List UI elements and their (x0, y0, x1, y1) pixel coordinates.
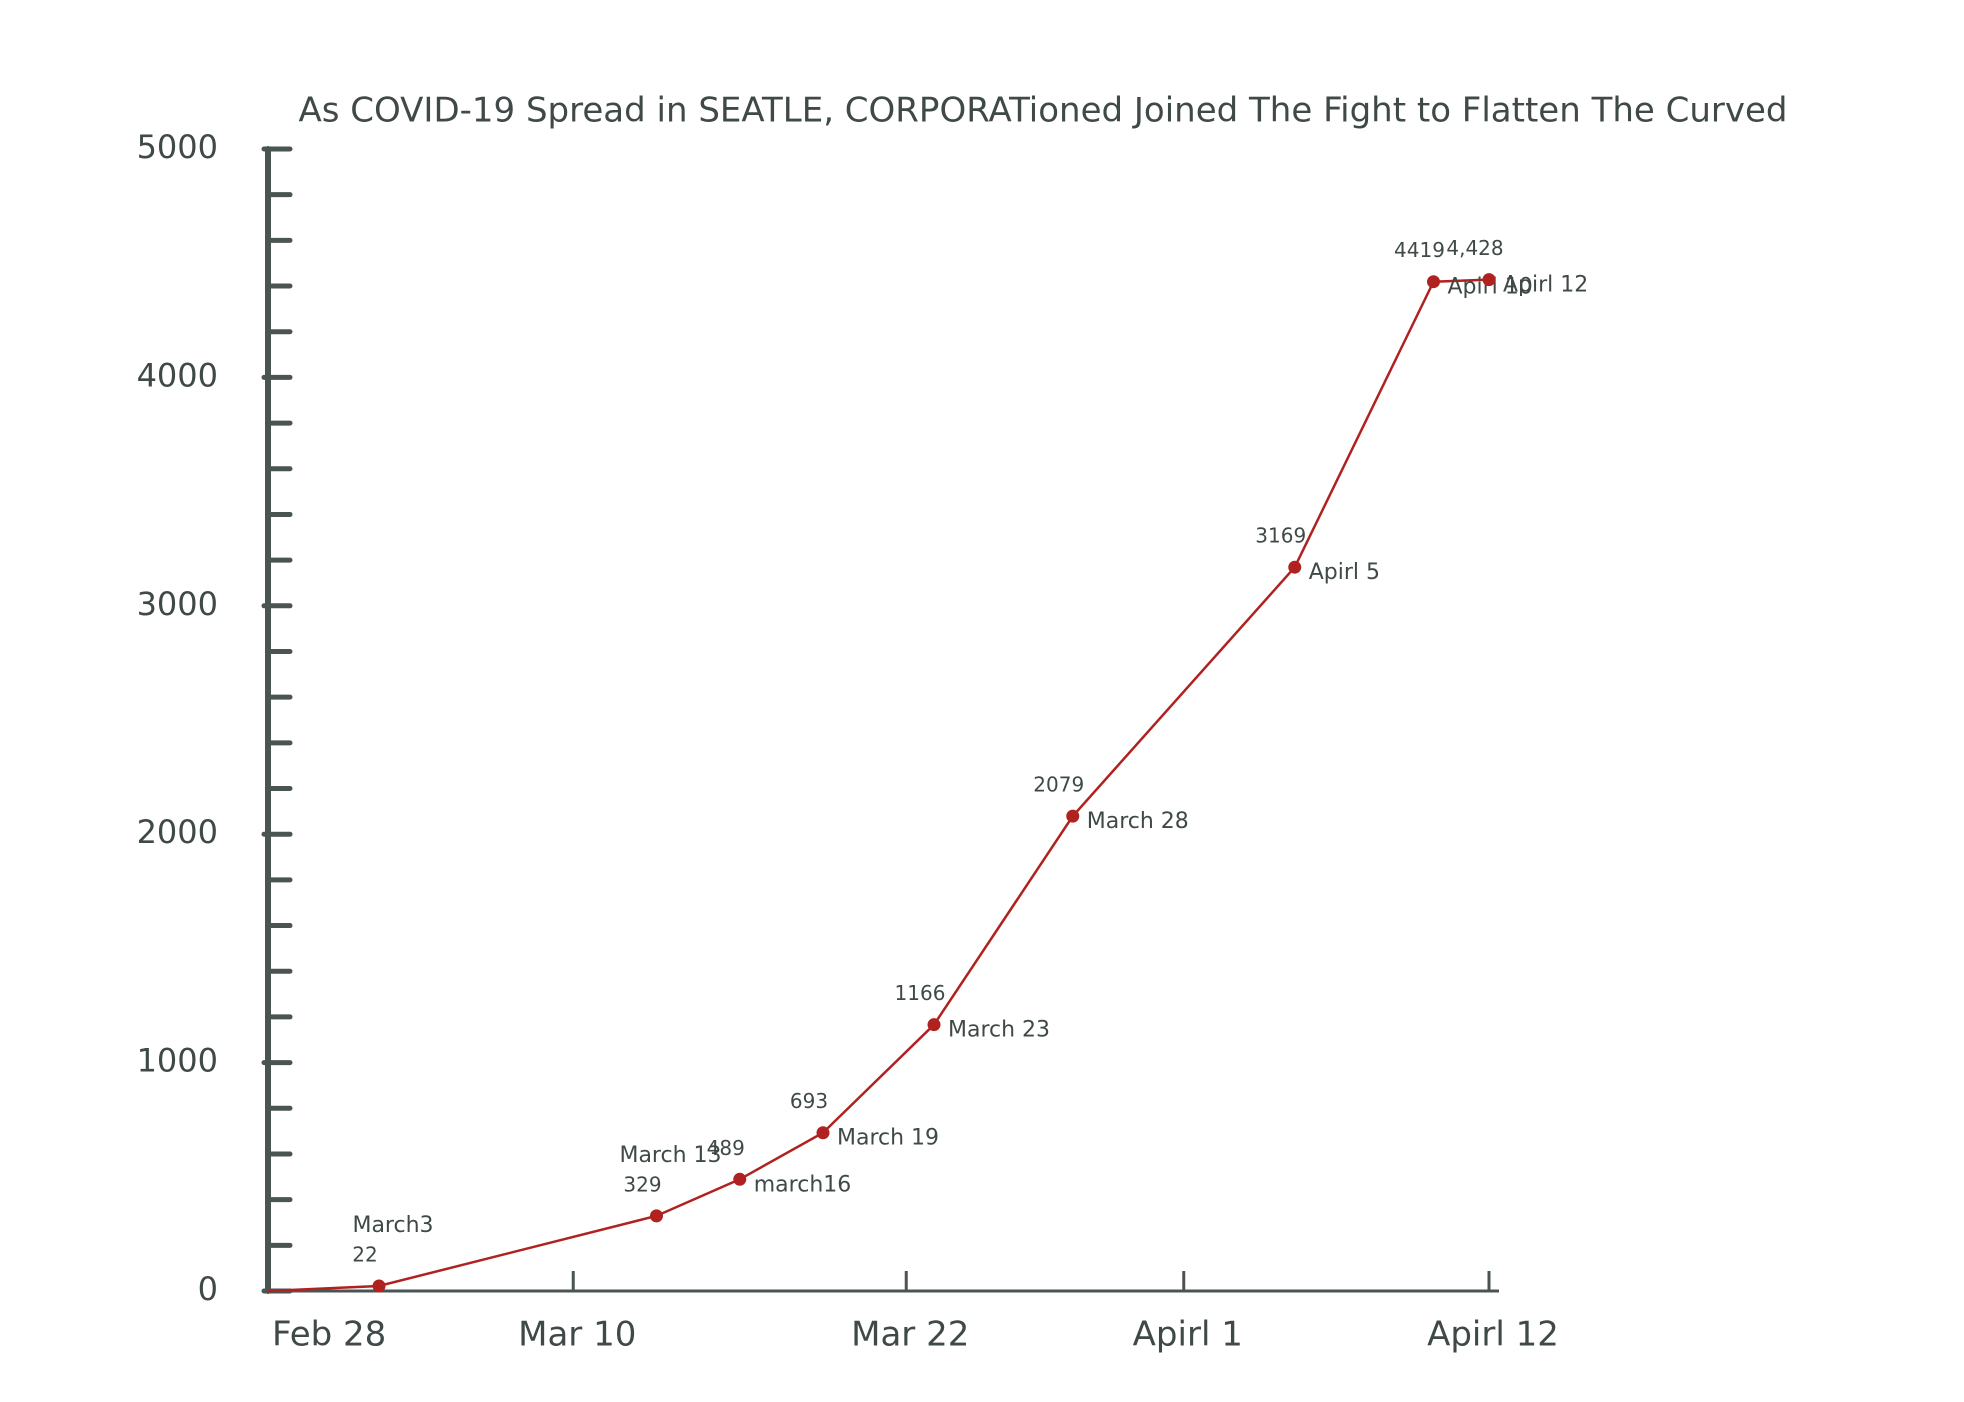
point (372, 1279, 386, 1293)
y-tick-label: 1000 (137, 1042, 218, 1080)
point-label: March 23 (948, 1018, 1050, 1043)
point-label: March 13 (619, 1143, 721, 1168)
point (733, 1172, 747, 1186)
x-tick-label: Mar 22 (851, 1315, 969, 1355)
value-label: 693 (790, 1089, 828, 1113)
value-label: 4,428 (1446, 236, 1503, 260)
value-label: 2079 (1033, 773, 1084, 797)
point (650, 1209, 663, 1223)
line (267, 278, 1490, 1293)
point (1288, 560, 1302, 574)
value-label: 3169 (1255, 524, 1306, 548)
value-label: 329 (623, 1172, 661, 1196)
value-label: 4419 (1394, 238, 1445, 262)
x-tick-label: Apirl 1 (1133, 1315, 1243, 1355)
chart-title: As COVID-19 Spread in SEATLE, CORPORATio… (298, 91, 1787, 131)
point-label: March 28 (1087, 809, 1189, 834)
y-tick-label: 2000 (137, 813, 218, 851)
point (816, 1126, 830, 1140)
point (1482, 273, 1496, 287)
x-tick-label: Feb 28 (272, 1315, 386, 1355)
point (927, 1018, 941, 1032)
point-label: Apirl 5 (1309, 560, 1380, 585)
point (1427, 275, 1440, 289)
value-label: 489 (707, 1136, 745, 1160)
point-label: March3 (352, 1213, 433, 1238)
x-tick-label: Apirl 12 (1427, 1315, 1559, 1355)
y-tick-label: 3000 (137, 585, 218, 623)
point-label: march16 (754, 1172, 852, 1197)
point-label: March 19 (837, 1126, 939, 1151)
point-label: Apirl 12 (1503, 273, 1588, 298)
value-label: 1166 (895, 981, 946, 1005)
y-tick-label: 5000 (137, 128, 218, 166)
y-tick-label: 0 (198, 1270, 218, 1308)
x-tick-label: Mar 10 (518, 1315, 636, 1355)
value-label: 22 (352, 1242, 377, 1266)
point (1066, 809, 1080, 823)
y-tick-label: 4000 (137, 356, 218, 394)
